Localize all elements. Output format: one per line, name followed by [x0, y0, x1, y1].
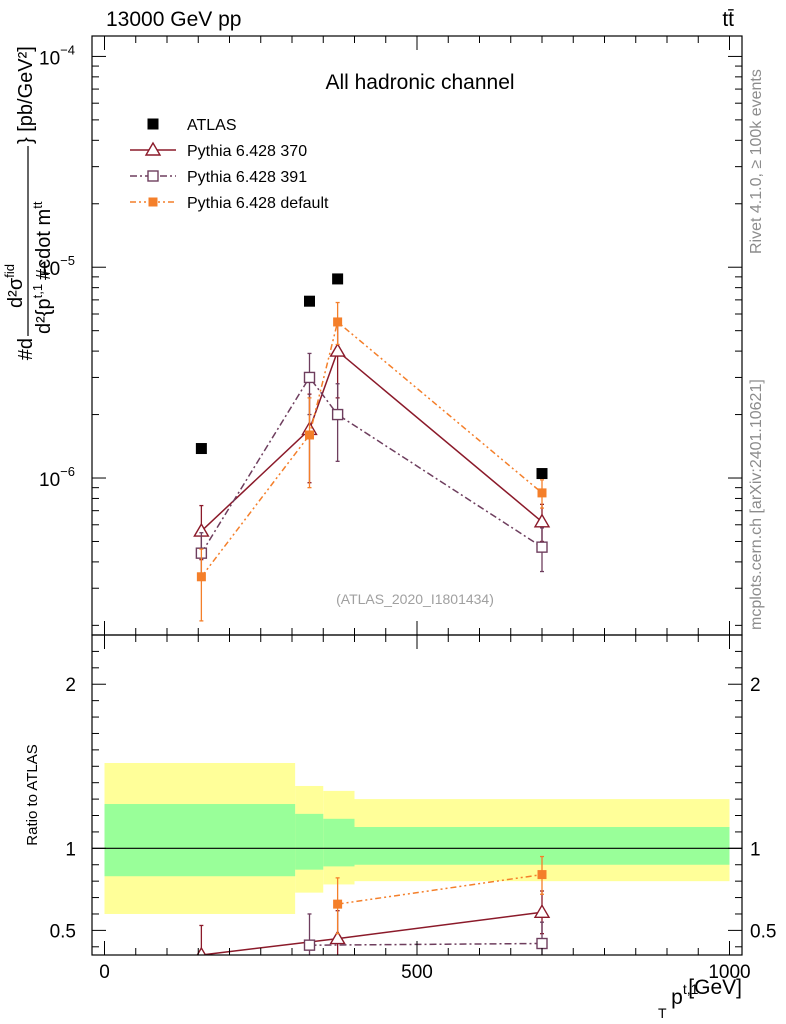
series-pythia-6-428-default-marker [333, 317, 343, 327]
series-pythia-6-428-default-line [200, 320, 543, 578]
series-pythia-6-428-370-marker [533, 513, 551, 528]
ylabel-den: d²{pt,1#cdot mtt [30, 201, 55, 334]
ylabel-braces: } [pb/GeV²] [15, 46, 37, 144]
analysis-watermark: (ATLAS_2020_I1801434) [336, 591, 494, 607]
legend-atlas-label: ATLAS [187, 117, 237, 134]
main-y-tick-label: 10−6 [39, 464, 75, 491]
main-y-tick-label: 10−4 [39, 42, 75, 69]
uncertainty-band-inner [104, 804, 296, 877]
ratio-pythia-6-428-370-line [201, 911, 543, 955]
series-pythia-6-428-391-marker [536, 541, 548, 553]
ylabel-main: #d [15, 338, 37, 360]
series-pythia-6-428-391-marker [303, 371, 316, 384]
ratio-y-axis-label: Ratio to ATLAS [24, 744, 41, 845]
ratio-series-group [92, 763, 742, 955]
uncertainty-band-inner [323, 818, 355, 867]
mcplots-text: mcplots.cern.ch [arXiv:2401.10621] [748, 379, 765, 630]
x-axis-label: pt,1 [GeV] [671, 976, 742, 1009]
x-axis-label-sub: T [658, 1005, 667, 1021]
series-pythia-6-428-391-line [200, 376, 543, 554]
ratio-y-tick-label-left: 0.5 [50, 921, 76, 942]
main-y-axis-label: #d d²σfid d²{pt,1#cdot mtt } [pb/GeV²] [2, 46, 55, 360]
energy-label: 13000 GeV pp [106, 8, 241, 31]
x-tick-label: 0 [99, 962, 110, 983]
series-pythia-6-428-default-marker [305, 430, 314, 440]
series-pythia-6-428-default-marker [537, 488, 547, 498]
ratio-pythia-6-428-370-marker [533, 903, 551, 919]
x-tick-label: 1000 [708, 962, 750, 983]
main-plot-content [193, 273, 551, 622]
ratio-plot-frame [91, 634, 743, 956]
ratio-pythia-6-428-default-line [337, 873, 543, 905]
ratio-axes: 0.5 0.5 1 1 2 2 0 500 1000 [50, 635, 776, 983]
legend: ATLAS Pythia 6.428 370 Pythia 6.428 391 Pyt… [130, 117, 329, 212]
ratio-pythia-6-428-default-marker [537, 870, 547, 880]
atlas-marker [332, 273, 344, 285]
ratio-y-tick-label-right: 2 [750, 675, 761, 696]
atlas-marker [304, 295, 315, 307]
series-pythia-6-428-370-marker [329, 342, 346, 357]
ratio-plot-content [92, 763, 742, 955]
ratio-pythia-6-428-391-marker [536, 937, 548, 950]
ylabel-num: d²σfid [2, 264, 27, 308]
ratio-pythia-6-428-391-line [309, 942, 543, 946]
ratio-y-tick-label-right: 0.5 [750, 921, 776, 942]
plot-title: All hadronic channel [325, 71, 514, 94]
series-pythia-6-428-391-marker [331, 408, 344, 421]
main-axes: 10−4 10−5 10−6 [39, 36, 742, 635]
x-tick-label: 500 [401, 962, 433, 983]
legend-pythia-6-428-391-label: Pythia 6.428 391 [187, 169, 307, 186]
legend-pythia-6-428-370-marker [144, 141, 162, 156]
main-plot-panel: All hadronic channel (ATLAS_2020_I180143… [39, 35, 743, 636]
series-pythia-6-428-370-line [200, 349, 543, 532]
uncertainty-band-inner [295, 813, 324, 870]
ratio-pythia-6-428-370-marker [329, 930, 346, 945]
ratio-plot-panel: 0.5 0.5 1 1 2 2 0 500 1000 [50, 634, 776, 983]
main-series-group [193, 273, 551, 622]
series-pythia-6-428-default-marker [196, 572, 206, 582]
rivet-version-text: Rivet 4.1.0, ≥ 100k events [748, 69, 765, 254]
atlas-legend-marker [147, 118, 159, 130]
legend-pythia-6-428-391-marker [147, 170, 159, 182]
atlas-marker [536, 468, 548, 480]
main-y-tick-label: 10−5 [39, 253, 75, 280]
atlas-marker [195, 443, 207, 455]
ratio-y-tick-label-left: 2 [65, 675, 76, 696]
legend-pythia-6-428-default-marker [148, 197, 158, 207]
ratio-pythia-6-428-391-marker [303, 939, 316, 951]
ratio-pythia-6-428-default-marker [333, 899, 343, 909]
legend-pythia-6-428-default-label: Pythia 6.428 default [187, 195, 329, 212]
process-label: tt̄ [722, 8, 734, 31]
ratio-y-tick-label-left: 1 [65, 839, 76, 860]
ratio-y-tick-label-right: 1 [750, 839, 761, 860]
legend-pythia-6-428-370-label: Pythia 6.428 370 [187, 143, 307, 160]
